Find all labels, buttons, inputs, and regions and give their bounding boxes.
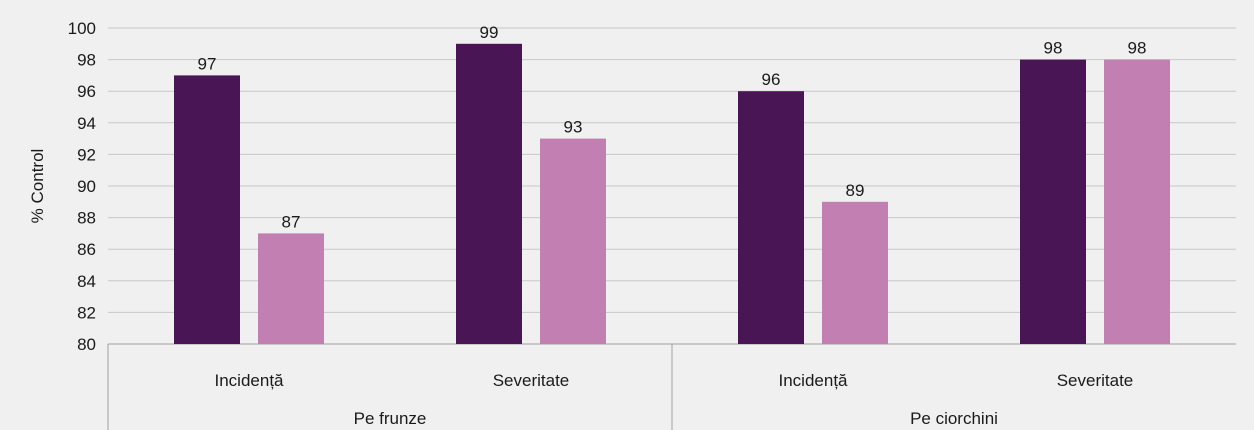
y-tick-label: 100	[68, 19, 96, 38]
data-label: 98	[1128, 39, 1147, 58]
bar	[1104, 59, 1170, 344]
bar	[1020, 59, 1086, 344]
y-tick-label: 88	[77, 209, 96, 228]
y-tick-label: 82	[77, 303, 96, 322]
bar	[258, 233, 324, 344]
data-labels: 97 99 96 98 87 93 89 98	[198, 23, 1147, 232]
bar	[456, 43, 522, 345]
x-group-label: Pe frunze	[354, 409, 427, 428]
y-axis-title: % Control	[28, 149, 47, 224]
y-tick-label: 90	[77, 177, 96, 196]
x-category-label: Incidență	[215, 371, 285, 390]
bar	[174, 75, 240, 345]
y-tick-label: 96	[77, 82, 96, 101]
data-label: 96	[762, 70, 781, 89]
x-category-label: Severitate	[1057, 371, 1134, 390]
data-label: 89	[846, 181, 865, 200]
y-axis-ticks: 80 82 84 86 88 90 92 94 96 98 100	[68, 19, 96, 354]
x-axis: Incidență Severitate Incidență Severitate Pe…	[107, 344, 1134, 430]
data-label: 97	[198, 54, 217, 73]
y-tick-label: 84	[77, 272, 96, 291]
bar	[540, 138, 606, 344]
x-category-label: Severitate	[493, 371, 570, 390]
bar	[822, 201, 888, 344]
y-tick-label: 92	[77, 145, 96, 164]
bars	[174, 43, 1170, 345]
y-tick-label: 80	[77, 335, 96, 354]
data-label: 99	[480, 23, 499, 42]
x-category-label: Incidență	[779, 371, 849, 390]
bar	[738, 91, 804, 344]
data-label: 93	[564, 118, 583, 137]
y-tick-label: 86	[77, 240, 96, 259]
y-tick-label: 98	[77, 51, 96, 70]
data-label: 87	[282, 212, 301, 231]
x-group-label: Pe ciorchini	[910, 409, 998, 428]
y-tick-label: 94	[77, 114, 96, 133]
data-label: 98	[1044, 39, 1063, 58]
